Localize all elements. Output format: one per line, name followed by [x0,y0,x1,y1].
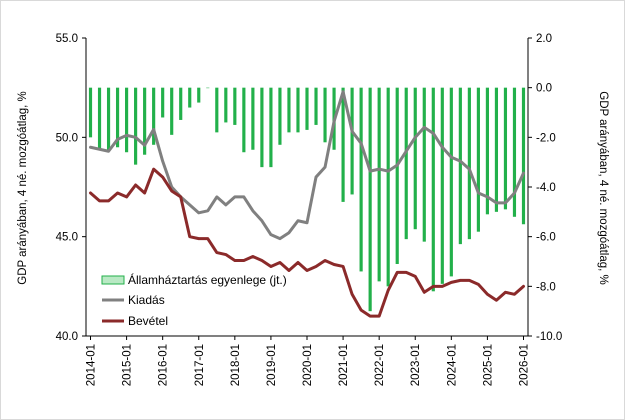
balance-bar [260,87,264,168]
balance-bar [233,87,237,125]
balance-bars [88,87,526,312]
balance-bar [404,87,408,240]
right-tick-label: -8.0 [536,281,556,293]
balance-bar [287,87,291,133]
x-tick-label: 2022-01 [374,344,386,386]
balance-bar [152,87,156,145]
balance-bar [314,87,318,125]
balance-bar [242,87,246,153]
legend-label-balance: Államháztartás egyenlege (jt.) [128,272,287,287]
x-tick-label: 2023-01 [410,344,422,386]
legend-label-kiadas: Kiadás [128,293,165,307]
balance-bar [458,87,462,245]
balance-bar [449,87,453,277]
right-tick-label: 0.0 [536,83,552,95]
axes: 40.0 45.0 50.0 55.0 -10.0 -8.0 -6.0 -4.0 -2.0 0.0… [56,33,563,386]
balance-bar [476,87,480,232]
balance-bar [251,87,255,150]
balance-bar [88,87,93,138]
kiadas-line [89,90,525,241]
balance-bar [323,87,327,143]
balance-bar [377,87,381,282]
balance-bar [125,87,129,153]
balance-bar [188,87,192,108]
x-tick-label: 2017-01 [194,344,206,386]
left-tick-label: 55.0 [56,33,78,45]
balance-bar [143,87,147,155]
right-axis-title: GDP arányában, 4 né. mozgóátlag, % [597,91,609,285]
balance-bar [206,87,210,89]
x-tick-label: 2020-01 [302,344,314,386]
balance-bar [215,87,219,133]
x-tick-label: 2014-01 [86,344,98,386]
x-tick-label: 2024-01 [446,344,458,386]
x-tick-label: 2021-01 [338,344,350,386]
balance-bar [440,87,444,284]
left-tick-label: 50.0 [56,132,78,144]
left-axis-title: GDP arányában, 4 né. mozgóátlag, % [17,91,29,285]
balance-bar [512,87,517,217]
balance-bar [296,87,300,133]
legend-label-bevetel: Bevétel [128,314,168,328]
balance-bar [269,87,273,168]
balance-bar [485,87,489,215]
balance-bar [422,87,426,242]
right-tick-label: -10.0 [536,331,562,343]
balance-bar [305,87,309,130]
balance-bar [170,87,174,135]
balance-bar [521,87,526,225]
balance-bar [134,87,138,165]
x-tick-label: 2019-01 [266,344,278,386]
balance-bar [431,87,435,292]
balance-bar [350,87,354,195]
x-tick-label: 2016-01 [158,344,170,386]
x-tick-label: 2018-01 [230,344,242,386]
balance-bar [278,87,282,145]
balance-bar [467,87,471,240]
legend: Államháztartás egyenlege (jt.) Kiadás Be… [101,272,287,328]
legend-swatch-balance [101,275,125,285]
balance-bar [341,87,345,202]
x-tick-label: 2026-01 [518,344,530,386]
right-tick-label: -4.0 [536,182,556,194]
balance-bar [494,87,499,212]
x-tick-label: 2025-01 [482,344,494,386]
balance-bar [115,87,120,148]
balance-bar [106,87,111,150]
balance-bar [161,87,165,118]
balance-bar [97,87,102,150]
balance-bar [386,87,390,287]
left-tick-label: 40.0 [56,331,78,343]
balance-bar [179,87,183,120]
balance-bar [395,87,399,264]
balance-bar [224,87,228,123]
right-tick-label: 2.0 [536,33,552,45]
balance-bar [197,87,201,103]
balance-bar [413,87,417,230]
x-tick-label: 2015-01 [122,344,134,386]
balance-bar [503,87,508,210]
series-lines [89,90,525,318]
balance-bar [368,87,372,312]
bevetel-line [89,167,525,318]
balance-bar [359,87,363,272]
right-tick-label: -6.0 [536,232,556,244]
left-tick-label: 45.0 [56,232,78,244]
right-tick-label: -2.0 [536,132,556,144]
